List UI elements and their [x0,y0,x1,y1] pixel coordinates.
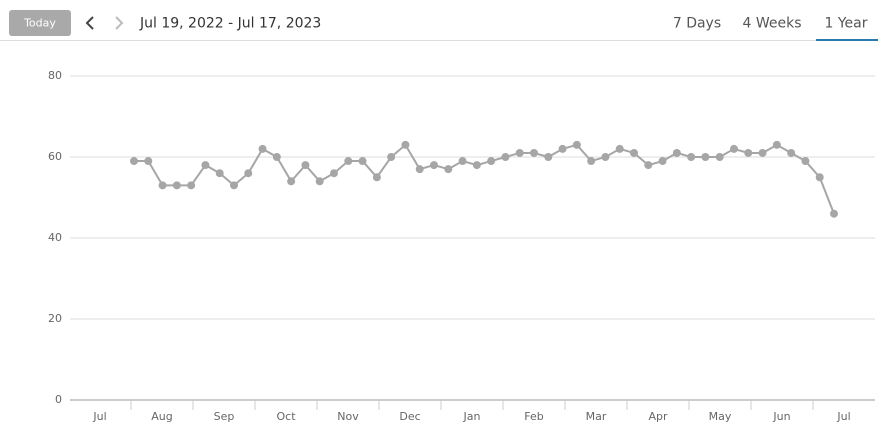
y-tick-label: 20 [48,312,62,325]
data-point [658,157,667,166]
y-tick-label: 40 [48,231,62,244]
data-point [444,165,453,174]
tab[interactable]: 7 Days [673,16,721,32]
data-point [158,181,167,190]
data-point [544,153,553,161]
date-range: Jul 19, 2022 - Jul 17, 2023 [139,16,321,32]
data-point [487,157,496,166]
data-point [501,153,510,161]
data-point [144,157,153,166]
data-point [287,177,296,186]
x-tick-label: Jun [772,410,790,423]
data-point [258,144,267,153]
data-point [201,161,210,170]
x-tick-label: Sep [214,410,235,423]
data-point [730,144,738,153]
data-point [701,153,710,161]
y-tick-label: 80 [48,69,62,82]
data-point [644,161,653,170]
data-point [630,148,638,157]
data-point [315,177,324,186]
data-point [344,157,353,166]
x-tick-label: Jul [92,410,106,423]
data-point [558,144,567,153]
data-point [815,173,824,182]
data-point [244,169,253,178]
data-point [801,157,810,166]
tab[interactable]: 4 Weeks [742,16,801,32]
data-point [472,161,481,170]
data-point [601,153,610,161]
x-tick-label: May [709,410,732,423]
data-point [715,153,724,161]
data-point [230,181,238,190]
tab[interactable]: 1 Year [825,16,868,32]
data-point [530,148,538,157]
data-point [772,140,781,149]
data-point [301,161,310,170]
today-button-label[interactable]: Today [23,17,56,30]
data-point [372,173,381,182]
data-point [458,157,467,166]
x-tick-label: Apr [648,410,668,423]
data-point [358,157,367,166]
x-tick-label: Jul [836,410,850,423]
data-point [272,153,281,161]
data-point [130,157,138,166]
data-point [615,144,624,153]
data-point [387,153,396,161]
tab-underline [816,39,878,41]
data-point [330,169,338,178]
data-point [687,153,696,161]
data-point [787,148,796,157]
data-point [215,169,224,178]
x-tick-label: Feb [524,410,543,423]
data-point [672,148,681,157]
prev-button[interactable] [85,16,94,30]
y-tick-label: 60 [48,150,62,163]
data-point [758,148,767,157]
x-tick-label: Jan [463,410,481,423]
data-point [515,148,524,157]
data-point [415,165,424,174]
data-point [572,140,581,149]
x-tick-label: Nov [337,410,359,423]
data-point [430,161,438,170]
data-point [587,157,596,166]
data-point [830,209,838,218]
x-tick-label: Dec [399,410,420,423]
data-point [172,181,181,190]
x-tick-label: Oct [276,410,296,423]
x-tick-label: Mar [586,410,607,423]
next-button[interactable] [115,16,124,30]
y-tick-label: 0 [55,393,62,406]
series-line [134,143,835,215]
data-point [187,181,196,190]
data-point [401,140,410,149]
today-button[interactable] [9,10,71,36]
data-point [744,148,753,157]
x-tick-label: Aug [151,410,172,423]
